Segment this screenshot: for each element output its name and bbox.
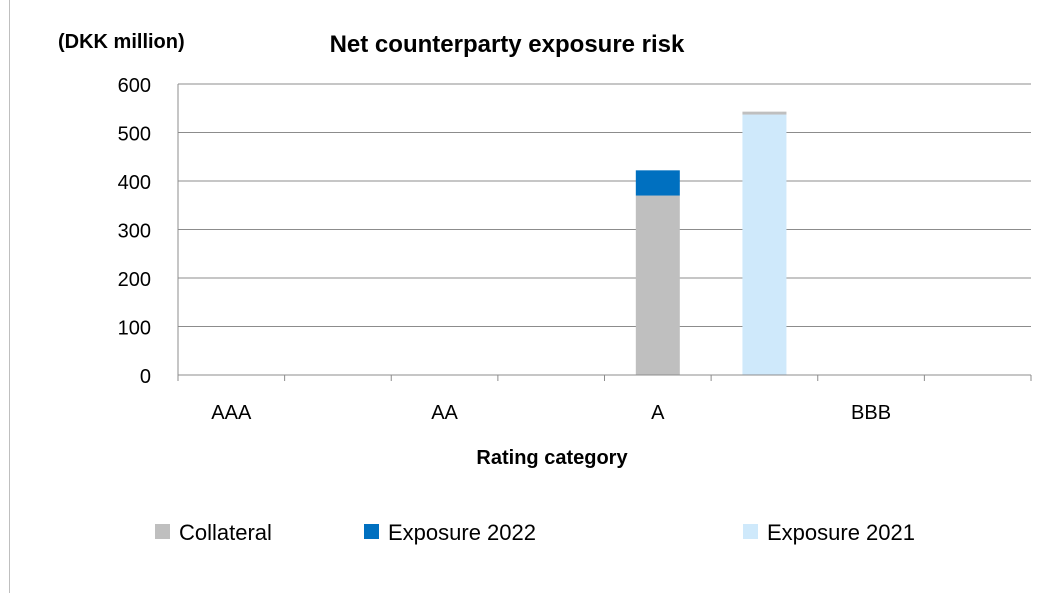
legend-label: Exposure 2021 — [767, 520, 915, 545]
x-tick-label: A — [651, 402, 665, 424]
legend-swatch — [743, 524, 758, 539]
legend-item: Exposure 2022 — [364, 520, 536, 545]
x-axis-labels: AAA AA A BBB — [211, 402, 891, 424]
unit-label: (DKK million) — [58, 31, 185, 53]
legend-item: Exposure 2021 — [743, 520, 915, 545]
legend-swatch — [364, 524, 379, 539]
y-tick-label: 500 — [118, 124, 151, 146]
x-axis-title: Rating category — [476, 447, 628, 469]
bar-exposure-2021 — [742, 114, 787, 376]
y-tick-label: 600 — [118, 75, 151, 97]
y-tick-label: 0 — [140, 366, 151, 388]
y-axis-ticks: 0 100 200 300 400 500 600 — [118, 75, 151, 388]
bar-collateral — [742, 111, 787, 115]
gridlines — [178, 83, 1031, 327]
y-tick-label: 300 — [118, 221, 151, 243]
x-tick-label: AAA — [211, 402, 252, 424]
legend-swatch — [155, 524, 170, 539]
chart-frame — [9, 0, 1045, 593]
x-axis — [177, 84, 1032, 381]
y-tick-label: 200 — [118, 269, 151, 291]
bars — [635, 111, 787, 376]
legend-label: Collateral — [179, 520, 272, 545]
legend-item: Collateral — [155, 520, 272, 545]
legend: Collateral Exposure 2022 Exposure 2021 — [155, 520, 915, 545]
y-tick-label: 100 — [118, 318, 151, 340]
x-tick-label: AA — [431, 402, 458, 424]
chart-title: Net counterparty exposure risk — [330, 31, 685, 58]
y-tick-label: 400 — [118, 172, 151, 194]
bar-collateral — [635, 195, 680, 375]
legend-label: Exposure 2022 — [388, 520, 536, 545]
x-tick-label: BBB — [851, 402, 891, 424]
bar-exposure-2022 — [635, 170, 680, 196]
